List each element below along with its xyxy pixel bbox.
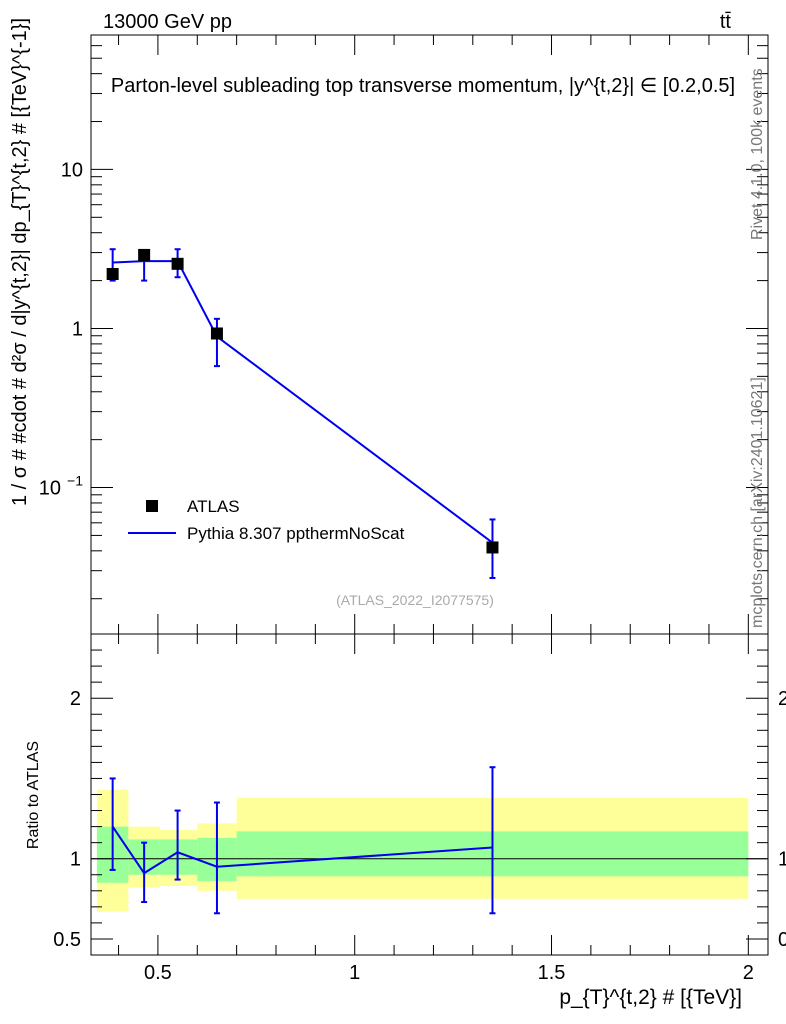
main-y-tick-label: 10 [39, 478, 61, 500]
x-tick-label: 2 [743, 962, 754, 984]
atlas-point [106, 268, 119, 281]
main-axes: 10 −1 1 10 [39, 34, 768, 634]
ratio-y-tick-label-right: 0.5 [778, 929, 786, 951]
x-tick-label: 1.5 [538, 962, 566, 984]
ratio-axes: 0.5 0.5 1 1 2 2 0.5 1 1.5 2 [53, 633, 786, 984]
ratio-y-tick-label: 2 [70, 688, 81, 710]
ratio-bands [96, 789, 749, 912]
process-label: tt̄ [720, 11, 732, 33]
atlas-point [138, 248, 151, 261]
energy-label: 13000 GeV pp [103, 11, 232, 33]
ratio-y-axis-label: Ratio to ATLAS [25, 741, 42, 849]
atlas-point [486, 541, 499, 554]
ratio-frame [90, 633, 769, 956]
main-y-tick-exponent: −1 [67, 473, 83, 489]
legend: ATLAS Pythia 8.307 ppthermNoScat [128, 497, 405, 543]
main-frame [90, 34, 769, 635]
rivet-version-label: Rivet 4.1.0, 100k events [749, 68, 766, 240]
x-axis-label: p_{T}^{t,2} # [{TeV}] [559, 986, 742, 1009]
ratio-y-tick-label-right: 2 [778, 688, 786, 710]
source-label: mcplots.cern.ch [arXiv:2401.10621] [749, 377, 766, 628]
legend-atlas-marker [146, 500, 158, 512]
legend-atlas-label: ATLAS [187, 497, 240, 516]
ratio-marks [109, 766, 496, 915]
legend-pythia-label: Pythia 8.307 ppthermNoScat [187, 524, 405, 543]
main-y-tick-label: 1 [72, 318, 83, 340]
main-y-axis-label: 1 / σ # #cdot # d²σ / d|y^{t,2}| dp_{T}^… [9, 18, 31, 506]
main-title: Parton-level subleading top transverse m… [111, 75, 735, 97]
pythia-line [112, 260, 494, 544]
main-y-tick-label: 10 [61, 159, 83, 181]
atlas-point [171, 257, 184, 270]
ratio-y-tick-label: 1 [70, 849, 81, 871]
ratio-y-tick-label: 0.5 [53, 929, 81, 951]
x-tick-label: 1 [349, 962, 360, 984]
analysis-id: (ATLAS_2022_I2077575) [336, 592, 494, 608]
main-marks [106, 248, 499, 579]
x-tick-label: 0.5 [144, 962, 172, 984]
ratio-y-tick-label-right: 1 [778, 849, 786, 871]
atlas-point [210, 327, 223, 340]
